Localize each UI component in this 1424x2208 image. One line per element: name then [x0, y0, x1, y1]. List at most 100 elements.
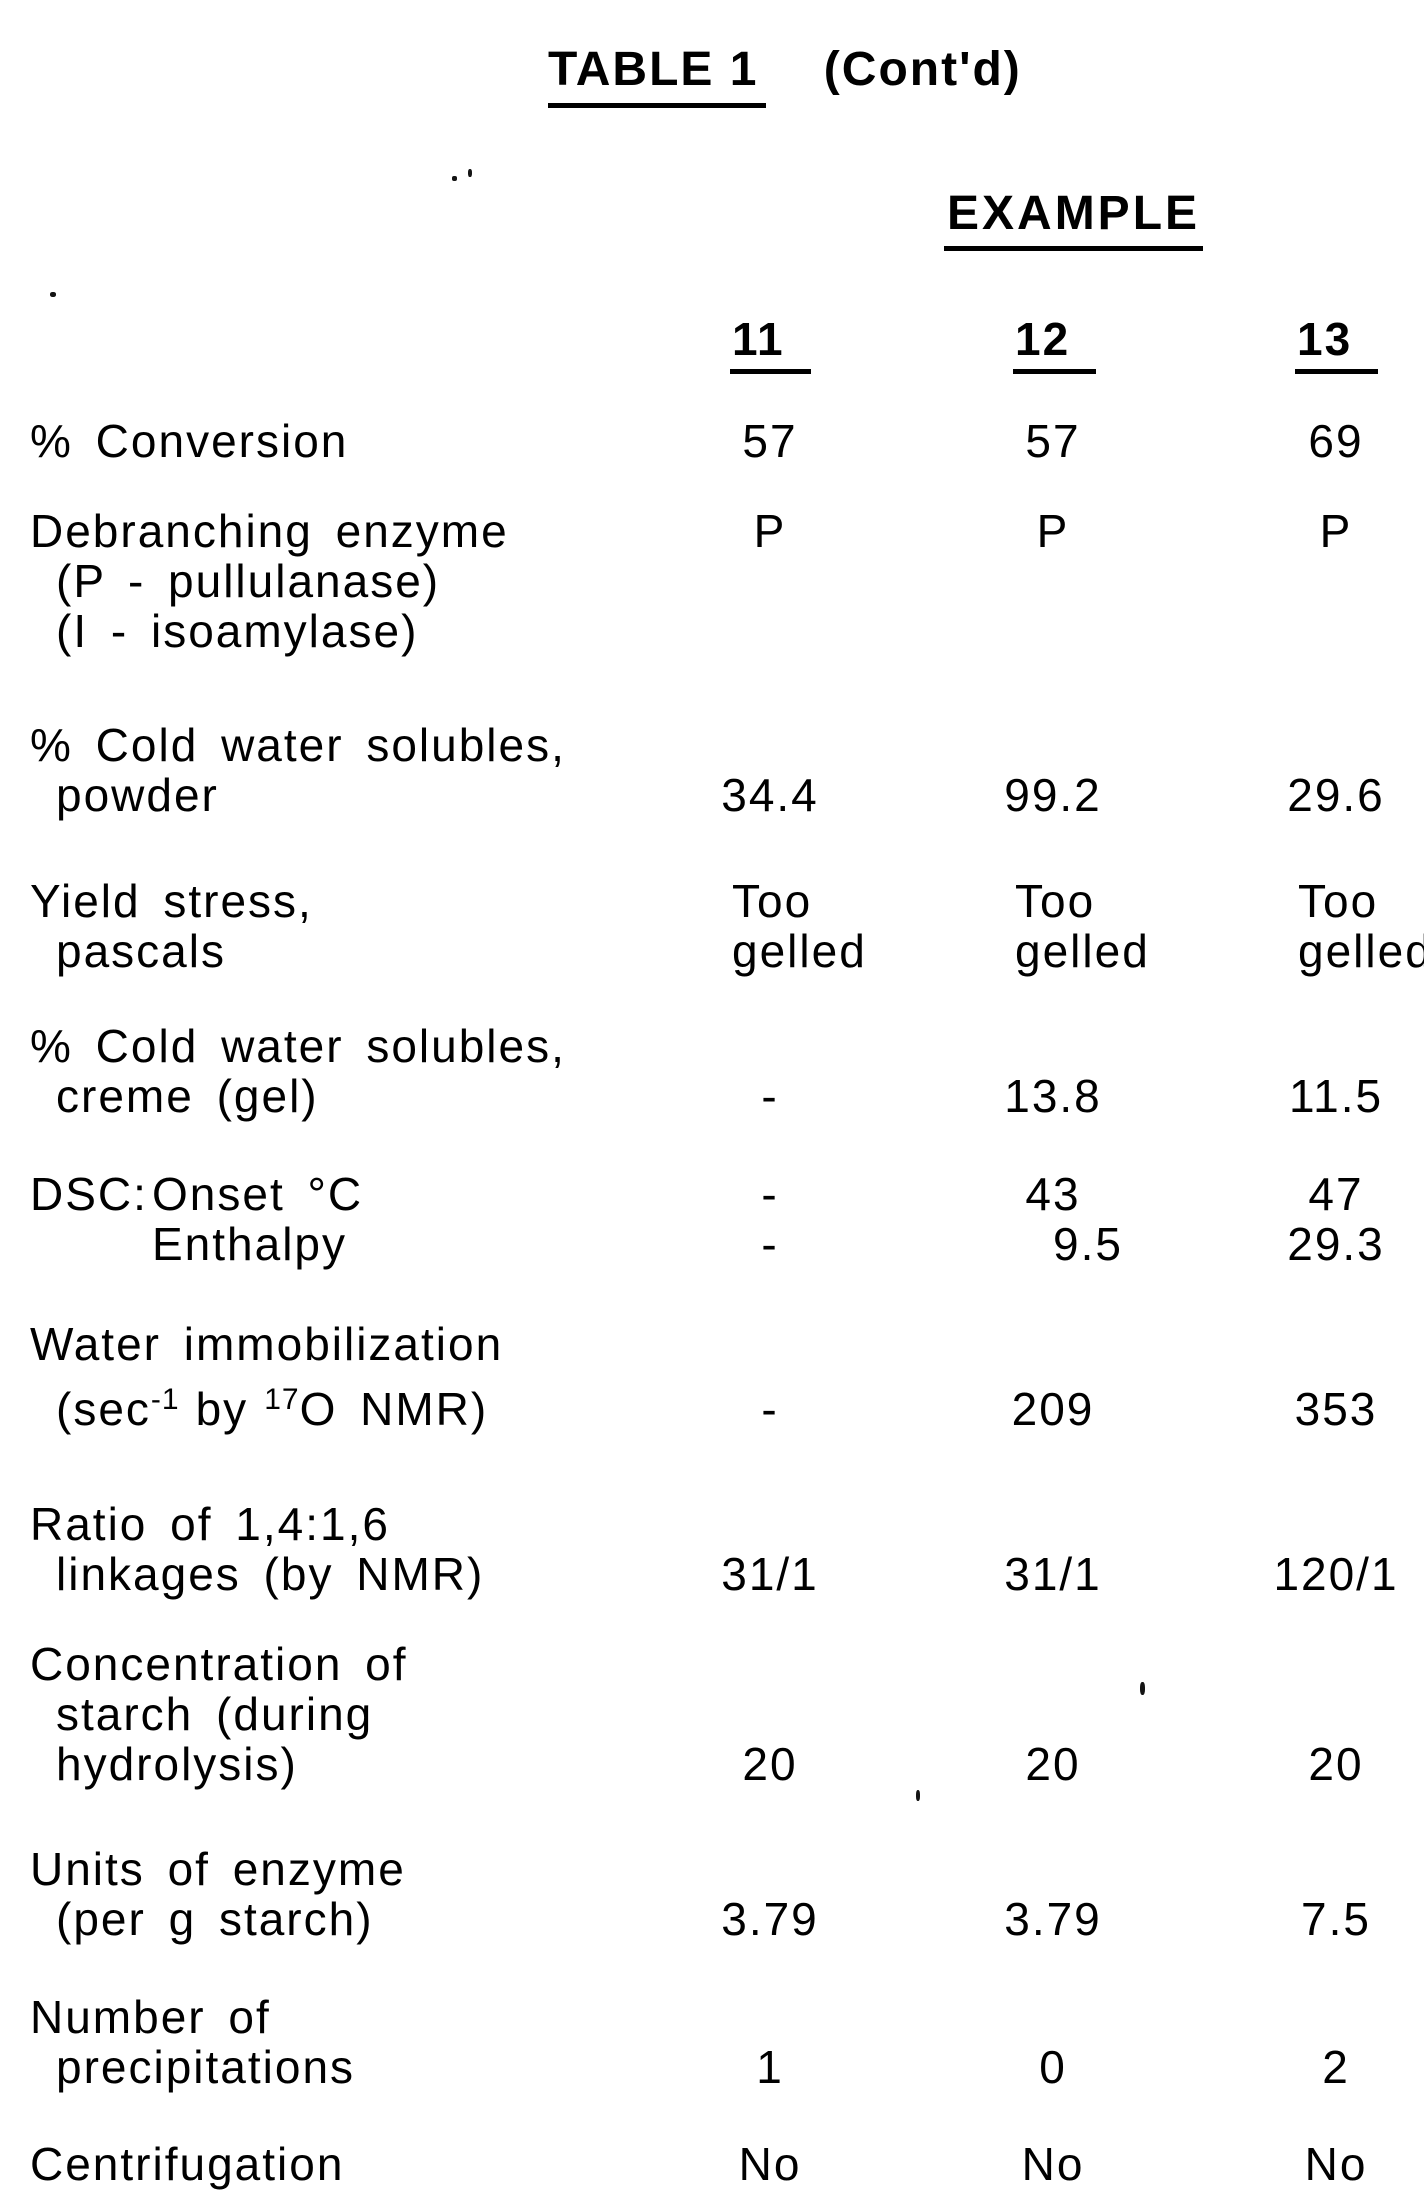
table-row: Concentration of starch (during hydrolys… — [0, 1639, 1424, 1789]
cell-value: 47 29.3 — [1251, 1169, 1421, 1269]
cell-value: Too gelled — [1251, 875, 1424, 977]
scan-artifact — [50, 292, 56, 297]
label-part: (sec — [56, 1383, 151, 1435]
cell-value: 69 — [1308, 415, 1364, 467]
cell-value: 209 — [1011, 1383, 1095, 1435]
row-label: % Cold water solubles, — [30, 1020, 566, 1072]
row-label: Water immobilization — [30, 1318, 504, 1370]
row-label: Ratio of 1,4:1,6 — [30, 1498, 390, 1550]
cell-value: 99.2 — [1004, 769, 1102, 821]
column-header-12: 12 — [1013, 314, 1097, 374]
cell-value: 0 — [1039, 2041, 1067, 2093]
table-row: Centrifugation No No No — [0, 2139, 1424, 2189]
scan-artifact — [916, 1790, 920, 1801]
superscript: 17 — [264, 1383, 300, 1416]
cell-value: - — [761, 1070, 779, 1122]
column-header-11: 11 — [730, 314, 811, 374]
table-row: Yield stress, pascals Too gelled Too gel… — [0, 876, 1424, 976]
cell-value: - - — [685, 1169, 855, 1269]
cell-value: No — [738, 2138, 802, 2190]
cell-value: 1 — [756, 2041, 784, 2093]
cell-value: 57 — [742, 415, 798, 467]
table-row: Number of precipitations 1 0 2 — [0, 1992, 1424, 2092]
cell-value: 20 — [742, 1738, 798, 1790]
row-label-line2: Enthalpy — [152, 1218, 348, 1270]
cell-value-line2: gelled — [732, 925, 867, 977]
row-label: Debranching enzyme — [30, 505, 509, 557]
cell-value: 2 — [1322, 2041, 1350, 2093]
scan-artifact — [468, 169, 472, 177]
label-part: O NMR) — [299, 1383, 489, 1435]
cell-value: 20 — [1308, 1738, 1364, 1790]
cell-value: 13.8 — [1004, 1070, 1102, 1122]
row-label: Centrifugation — [30, 2138, 345, 2190]
row-label-line1: Onset °C — [152, 1168, 364, 1220]
row-label: % Conversion — [30, 415, 349, 467]
cell-value: 43 9.5 — [968, 1169, 1138, 1269]
row-label-line2: linkages (by NMR) — [56, 1548, 485, 1600]
row-label: Units of enzyme — [30, 1843, 406, 1895]
cell-value: 11.5 — [1288, 1070, 1384, 1122]
cell-value-line2: - — [761, 1218, 779, 1270]
cell-value: 353 — [1294, 1383, 1378, 1435]
cell-value-line2: 9.5 — [1053, 1218, 1123, 1270]
row-label: Concentration of — [30, 1638, 408, 1690]
cell-value-line1: Too — [1015, 875, 1096, 927]
cell-value-line2: gelled — [1298, 925, 1424, 977]
cell-value-line1: Too — [732, 875, 813, 927]
cell-value: 31/1 — [721, 1548, 819, 1600]
table-row: Water immobilization (sec-1 by 17O NMR) - … — [0, 1319, 1424, 1434]
cell-value: - — [761, 1383, 779, 1435]
cell-value: No — [1304, 2138, 1368, 2190]
table-row: % Conversion 57 57 69 — [0, 416, 1424, 466]
example-group-header: EXAMPLE — [944, 186, 1204, 251]
row-label-line2: creme (gel) — [56, 1070, 319, 1122]
cell-value: 7.5 — [1301, 1893, 1371, 1945]
cell-value: 20 — [1025, 1738, 1081, 1790]
row-label: Yield stress, — [30, 875, 313, 927]
cell-value: Too gelled — [968, 875, 1148, 976]
cell-value: 3.79 — [1004, 1893, 1102, 1945]
row-label-line3: (I - isoamylase) — [56, 605, 419, 657]
table-title: TABLE 1 — [548, 42, 767, 108]
cell-value: 29.6 — [1287, 769, 1385, 821]
row-label: DSC:Onset °C — [30, 1169, 1424, 1219]
cell-value-line1: Too — [1298, 875, 1379, 927]
cell-value: 3.79 — [721, 1893, 819, 1945]
table-body: % Conversion 57 57 69 Debranching enzyme… — [0, 416, 1424, 2189]
table-row: Units of enzyme (per g starch) 3.79 3.79… — [0, 1844, 1424, 1944]
row-label-line2: (sec-1 by 17O NMR) — [30, 1383, 1424, 1441]
row-label: % Cold water solubles, — [30, 719, 566, 771]
table-row: % Cold water solubles, creme (gel) - 13.… — [0, 1021, 1424, 1121]
superscript: -1 — [150, 1383, 180, 1416]
row-label: Number of — [30, 1991, 271, 2043]
cell-value: P — [1036, 505, 1070, 557]
row-label-lead: DSC: — [30, 1168, 148, 1220]
cell-value: Too gelled — [685, 875, 867, 977]
cell-value: 31/1 — [1004, 1548, 1102, 1600]
cell-value-line2: 29.3 — [1287, 1218, 1385, 1270]
row-label-line2: (per g starch) — [56, 1893, 374, 1945]
cell-value: No — [1021, 2138, 1085, 2190]
row-label-line2: precipitations — [56, 2041, 356, 2093]
cell-value: P — [753, 505, 787, 557]
table-row: Debranching enzyme (P - pullulanase) (I … — [0, 506, 1424, 656]
page-title: TABLE 1 (Cont'd) — [548, 42, 1022, 108]
row-label-line2: (P - pullulanase) — [56, 555, 441, 607]
row-label-line2: powder — [56, 769, 219, 821]
scan-artifact — [1140, 1682, 1145, 1695]
row-label-line2: pascals — [56, 925, 226, 977]
table-title-suffix: (Cont'd) — [823, 43, 1022, 96]
cell-value: 57 — [1025, 415, 1081, 467]
table-row: % Cold water solubles, powder 34.4 99.2 … — [0, 720, 1424, 820]
table-row: DSC:Onset °C Enthalpy - - 43 9.5 47 29.3 — [0, 1169, 1424, 1269]
column-header-13: 13 — [1295, 314, 1379, 374]
scan-artifact — [452, 176, 457, 181]
cell-value-line1: 43 — [1025, 1168, 1081, 1220]
table-row: Ratio of 1,4:1,6 linkages (by NMR) 31/1 … — [0, 1499, 1424, 1599]
cell-value-line1: 47 — [1308, 1168, 1364, 1220]
cell-value: 34.4 — [721, 769, 819, 821]
cell-value: 120/1 — [1273, 1548, 1399, 1600]
cell-value: P — [1319, 505, 1353, 557]
